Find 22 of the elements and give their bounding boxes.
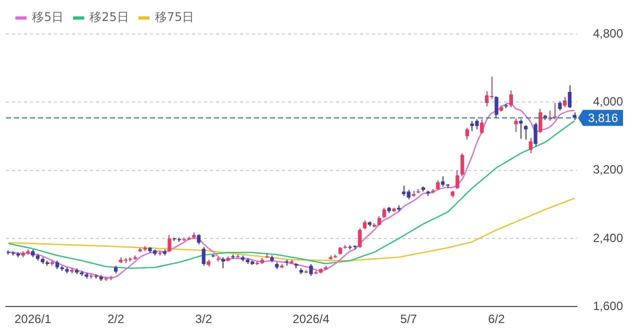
y-tick-label: 4,800: [593, 26, 624, 40]
y-tick-label: 3,200: [593, 162, 624, 177]
line-series: [8, 198, 576, 262]
candlestick: [412, 190, 416, 197]
x-tick-label: 2026/4: [292, 312, 330, 326]
candlestick: [84, 272, 88, 278]
x-tick-label: 3/2: [195, 312, 212, 326]
x-tick-label: 2026/1: [14, 312, 52, 326]
candlestick: [328, 255, 332, 260]
candlestick: [431, 189, 435, 194]
y-tick-label: 2,400: [593, 230, 624, 245]
legend-label: 移25日: [90, 10, 129, 24]
y-tick-label: 1,600: [593, 298, 624, 313]
x-tick-label: 5/7: [400, 312, 418, 326]
x-tick-label: 2/2: [107, 312, 124, 326]
ref-line-label: 3,816: [588, 111, 618, 126]
legend-label: 移5日: [32, 10, 64, 24]
y-tick-label: 4,000: [593, 94, 624, 108]
legend-label: 移75日: [154, 10, 194, 24]
candlestick: [26, 250, 30, 255]
line-series: [8, 120, 576, 269]
x-tick-label: 6/2: [488, 312, 506, 326]
